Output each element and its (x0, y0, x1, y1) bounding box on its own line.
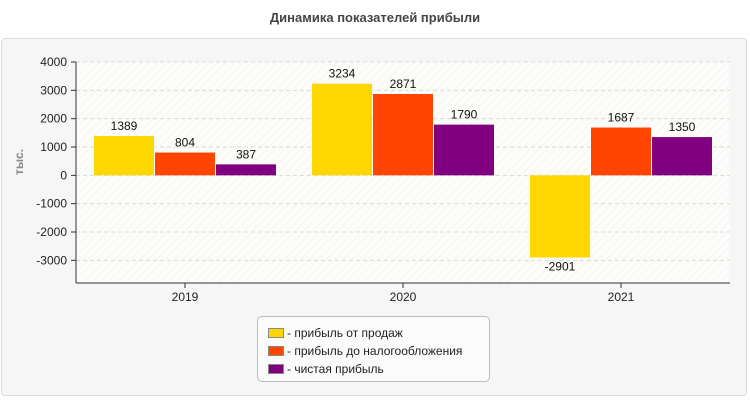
bar (94, 135, 154, 176)
bar (591, 127, 651, 176)
bar (216, 164, 276, 176)
legend-swatch-sales-profit (268, 328, 284, 338)
y-axis-title: тыс. (12, 149, 26, 175)
bar (434, 124, 494, 176)
bar (373, 93, 433, 176)
data-label: 3234 (329, 67, 356, 81)
legend-swatch-pretax-profit (268, 346, 284, 356)
data-label: 1350 (669, 120, 696, 134)
data-label: 1790 (451, 108, 478, 122)
bars (94, 83, 712, 258)
y-tick-label: 0 (60, 168, 67, 182)
bar (312, 83, 372, 176)
data-label: 804 (175, 136, 195, 150)
bar (155, 152, 215, 176)
y-tick-label: 1000 (40, 140, 67, 154)
legend-label-pretax-profit: - прибыль до налогообложения (287, 344, 463, 358)
y-tick-label: -2000 (36, 225, 67, 239)
data-label: 387 (236, 147, 256, 161)
legend-swatch-net-profit (268, 364, 284, 374)
legend-label-net-profit: - чистая прибыль (287, 362, 384, 376)
bar (652, 137, 712, 176)
data-label: 2871 (390, 77, 417, 91)
bar (530, 175, 590, 258)
legend-item-net-profit: - чистая прибыль (268, 360, 479, 378)
chart-legend: - прибыль от продаж - прибыль до налогоо… (257, 316, 490, 382)
y-tick-label: 2000 (40, 112, 67, 126)
labels: 4000 3000 2000 1000 0 -1000 -2000 -3000 2019 1389… (36, 55, 695, 304)
y-tick-label: -3000 (36, 253, 67, 267)
y-tick-label: -1000 (36, 197, 67, 211)
x-tick-label: 2021 (608, 290, 635, 304)
data-label: 1389 (111, 119, 138, 133)
x-tick-label: 2020 (390, 290, 417, 304)
legend-item-sales-profit: - прибыль от продаж (268, 324, 479, 342)
data-label: -2901 (545, 260, 576, 274)
y-tick-label: 4000 (40, 55, 67, 69)
legend-label-sales-profit: - прибыль от продаж (287, 326, 403, 340)
x-tick-label: 2019 (172, 290, 199, 304)
data-label: 1687 (608, 111, 635, 125)
y-tick-label: 3000 (40, 83, 67, 97)
axes (71, 61, 730, 288)
chart-title: Динамика показателей прибыли (269, 10, 481, 25)
legend-item-pretax-profit: - прибыль до налогообложения (268, 342, 479, 360)
